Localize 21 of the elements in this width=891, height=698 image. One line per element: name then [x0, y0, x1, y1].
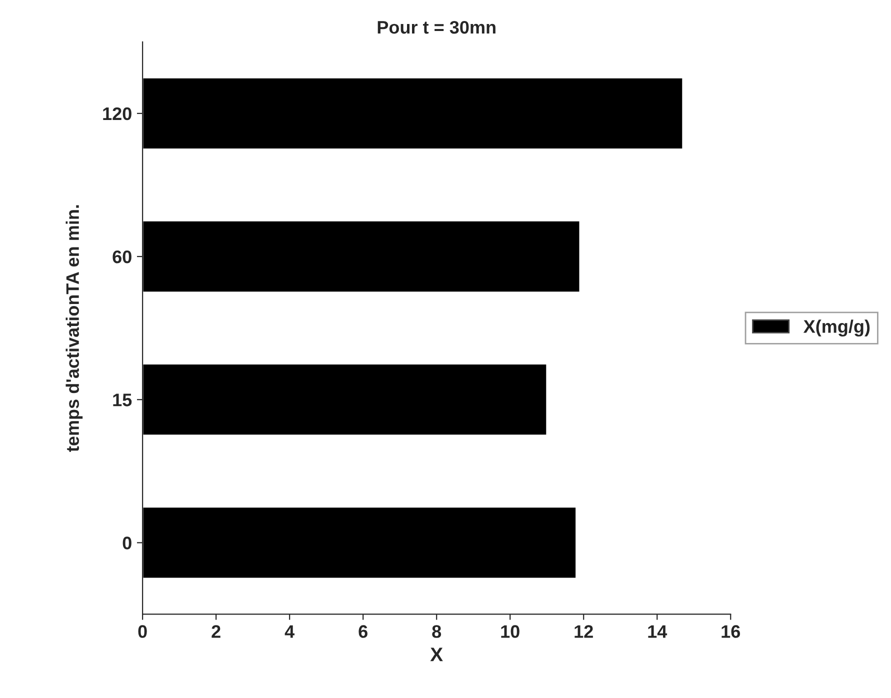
- y-tick-label: 0: [122, 536, 132, 550]
- chart-title: Pour t = 30mn: [378, 20, 496, 34]
- x-tick-label: 12: [574, 625, 593, 638]
- bar: [142, 220, 581, 293]
- y-axis-title: temps d'activationTA en min.: [66, 205, 83, 452]
- x-tick-label: 14: [648, 625, 668, 638]
- x-tick-label: 0: [138, 625, 147, 638]
- x-tick-label: 6: [358, 625, 368, 638]
- x-tick-label: 2: [212, 625, 220, 638]
- bar: [142, 363, 548, 436]
- y-tick-label: 60: [112, 250, 132, 264]
- y-tick-label: 15: [113, 394, 132, 406]
- x-axis-title: X: [430, 648, 443, 662]
- legend-label: X(mg/g): [803, 320, 870, 337]
- y-tick-label: 120: [103, 107, 132, 120]
- x-tick-label: 10: [501, 625, 520, 638]
- bar: [142, 76, 684, 150]
- x-tick-label: 8: [432, 625, 442, 638]
- x-tick-label: 16: [722, 625, 740, 638]
- bar: [142, 506, 577, 580]
- x-tick-label: 4: [284, 625, 294, 638]
